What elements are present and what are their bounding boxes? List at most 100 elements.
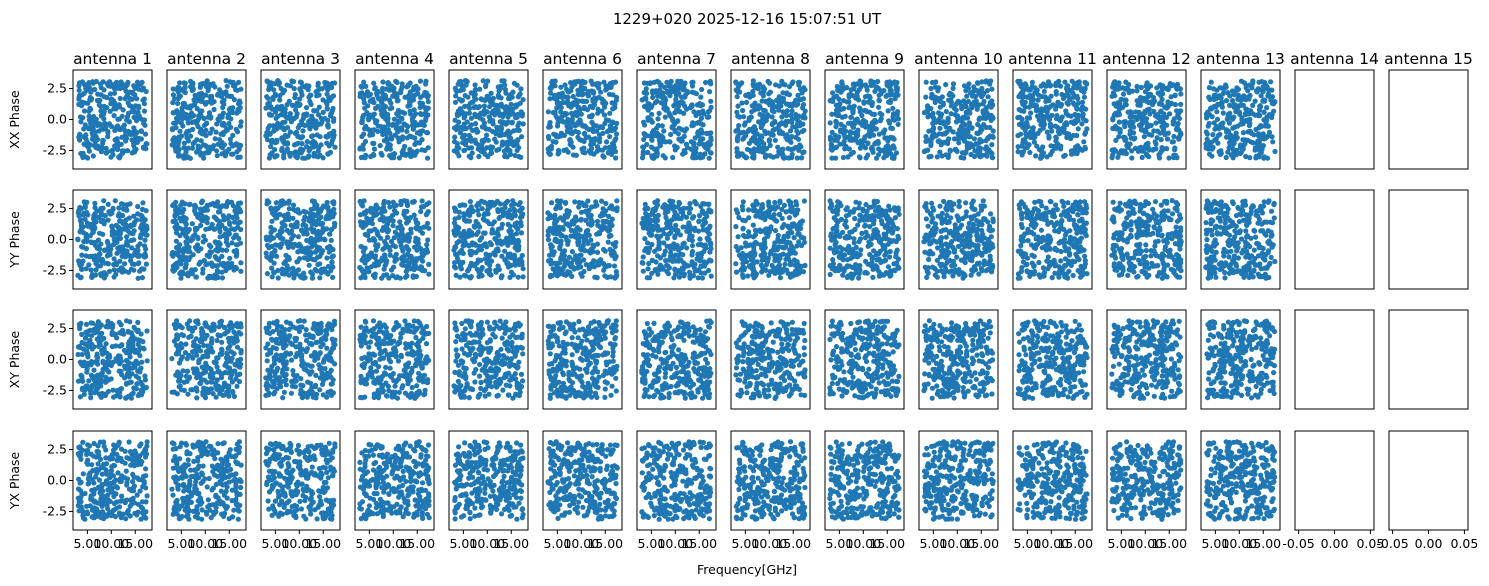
data-point (264, 271, 270, 277)
data-point (269, 251, 275, 257)
data-point (275, 275, 281, 281)
data-point (386, 275, 392, 281)
data-point (77, 480, 83, 486)
data-point (225, 462, 232, 468)
data-point (357, 459, 363, 465)
data-point (281, 504, 287, 510)
data-point (183, 442, 189, 448)
data-point (422, 105, 428, 111)
data-point (117, 95, 123, 102)
panel (354, 69, 435, 170)
data-point (199, 81, 205, 87)
data-point (398, 90, 404, 96)
data-point (329, 358, 335, 364)
data-point (180, 271, 186, 277)
data-point (367, 339, 373, 345)
data-point (81, 134, 87, 140)
data-point (266, 155, 272, 161)
data-point (280, 487, 286, 493)
data-point (237, 100, 243, 106)
data-point (271, 506, 277, 512)
data-point (385, 80, 391, 86)
data-point (285, 446, 291, 453)
data-point (105, 355, 111, 361)
data-point (118, 201, 125, 207)
data-point (128, 487, 135, 494)
data-point (108, 243, 114, 249)
data-point (224, 83, 230, 89)
data-point (275, 453, 281, 460)
data-point (215, 355, 221, 361)
data-point (180, 228, 186, 234)
data-point (424, 476, 430, 482)
data-point (119, 148, 125, 154)
data-point (185, 368, 191, 374)
data-point (409, 116, 415, 122)
data-point (195, 245, 201, 252)
data-point (301, 450, 307, 456)
data-point (289, 235, 295, 242)
data-point (82, 216, 88, 222)
data-point (171, 474, 177, 481)
data-point (119, 342, 125, 348)
data-point (369, 216, 375, 222)
data-point (295, 464, 302, 470)
data-point (209, 463, 215, 469)
data-point (264, 201, 270, 207)
data-point (111, 267, 117, 273)
data-point (273, 124, 279, 130)
column-title: antenna 1 (73, 50, 152, 68)
data-point (226, 516, 232, 522)
data-point (130, 479, 136, 485)
data-point (126, 439, 132, 445)
data-point (223, 78, 229, 84)
data-point (105, 487, 111, 493)
y-tick-label: 2.5 (47, 81, 67, 96)
data-point (362, 318, 368, 324)
data-point (389, 394, 395, 400)
data-point (384, 393, 390, 399)
data-point (419, 513, 425, 519)
row-label: YX Phase (7, 451, 22, 510)
data-point (403, 440, 409, 446)
data-point (332, 144, 338, 150)
data-point (214, 337, 220, 344)
data-point (422, 117, 429, 124)
data-point (85, 155, 91, 161)
data-point (406, 151, 412, 157)
data-point (97, 263, 104, 269)
data-point (200, 328, 206, 334)
data-point (116, 504, 123, 510)
data-point (89, 341, 95, 347)
data-point (213, 360, 219, 366)
data-point (226, 121, 232, 127)
data-point (82, 122, 88, 128)
data-point (211, 511, 217, 517)
data-point (396, 236, 402, 242)
data-point (411, 107, 417, 113)
data-point (238, 260, 244, 266)
data-point (233, 265, 240, 272)
row-label: XY Phase (7, 330, 22, 388)
data-point (97, 251, 103, 257)
data-point (204, 353, 210, 360)
data-point (398, 201, 404, 208)
data-point (140, 386, 146, 392)
data-point (141, 227, 147, 233)
data-point (324, 509, 330, 516)
data-point (368, 442, 374, 448)
data-point (393, 78, 399, 84)
data-point (382, 483, 388, 489)
data-point (214, 121, 220, 127)
data-point (232, 226, 238, 232)
data-point (378, 150, 384, 156)
data-point (387, 204, 393, 210)
data-point (413, 273, 419, 280)
data-point (418, 471, 424, 478)
data-point (305, 473, 311, 479)
data-point (127, 503, 133, 509)
data-point (137, 443, 143, 449)
